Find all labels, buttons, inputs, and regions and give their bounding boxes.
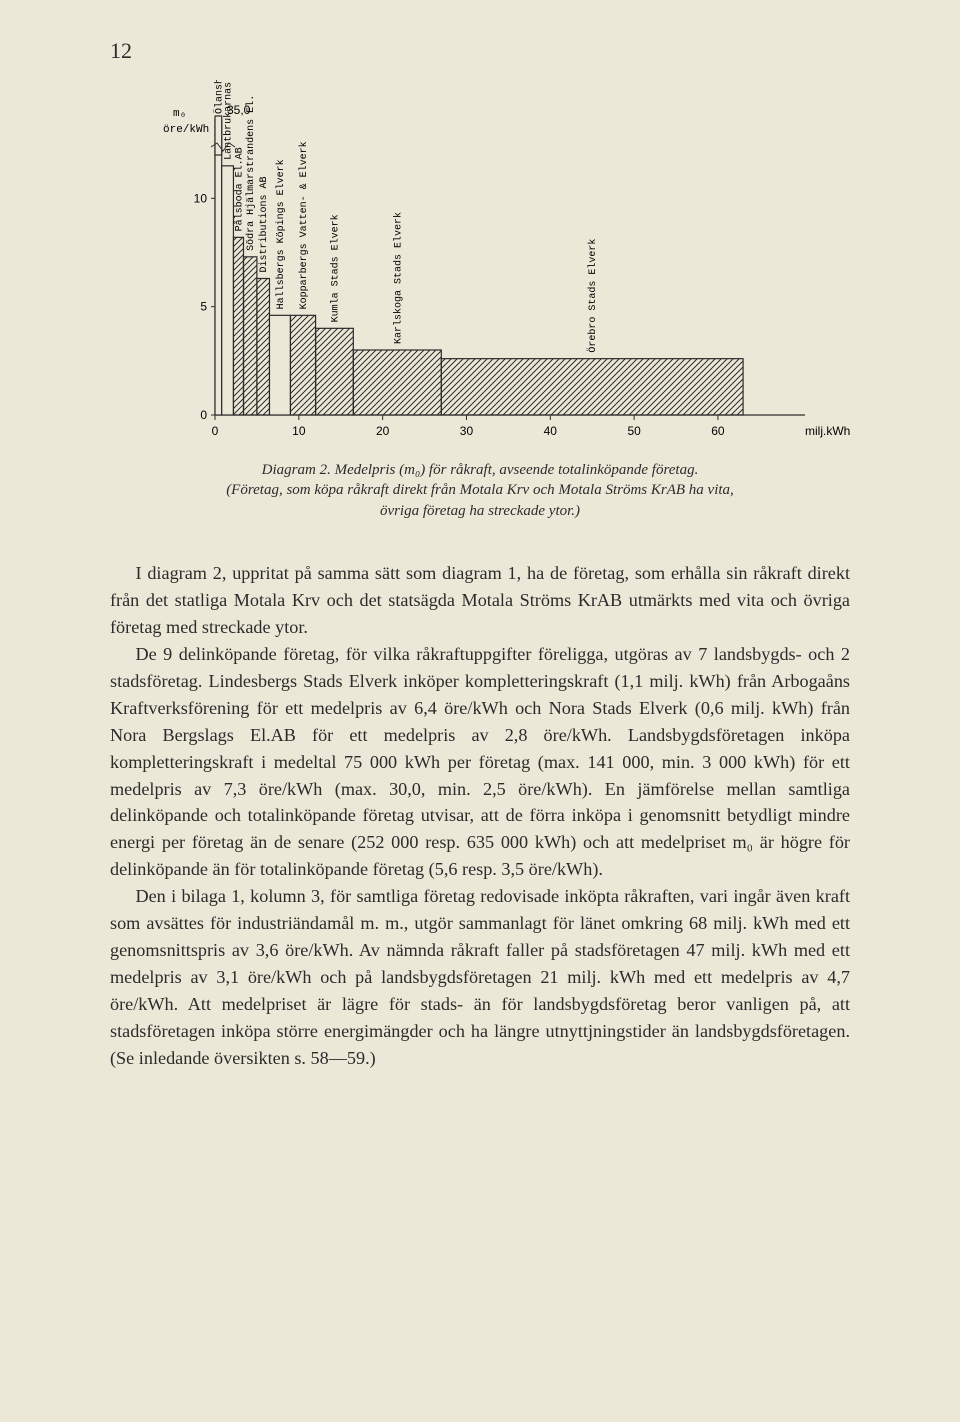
svg-text:Pålsboda El.AB: Pålsboda El.AB bbox=[232, 147, 245, 231]
svg-text:Kumla Stads Elverk: Kumla Stads Elverk bbox=[329, 214, 341, 322]
svg-text:milj.kWh: milj.kWh bbox=[805, 424, 850, 438]
svg-text:0: 0 bbox=[212, 424, 219, 438]
caption-line-2: (Företag, som köpa råkraft direkt från M… bbox=[110, 480, 850, 500]
svg-text:30: 30 bbox=[460, 424, 474, 438]
svg-text:20: 20 bbox=[376, 424, 390, 438]
svg-text:60: 60 bbox=[711, 424, 725, 438]
svg-text:Distributions AB: Distributions AB bbox=[258, 176, 270, 272]
svg-text:5: 5 bbox=[200, 300, 207, 314]
caption-line-3: övriga företag ha streckade ytor.) bbox=[110, 501, 850, 521]
paragraph-2: De 9 delinköpande företag, för vilka råk… bbox=[110, 641, 850, 883]
svg-text:m₀: m₀ bbox=[173, 108, 186, 120]
svg-text:Lantbrukarnas El.AB: Lantbrukarnas El.AB bbox=[223, 80, 235, 160]
body-text: I diagram 2, uppritat på samma sätt som … bbox=[110, 560, 850, 1072]
svg-text:Södra Hjälmarstrandens El.: Södra Hjälmarstrandens El. bbox=[245, 95, 257, 251]
svg-text:10: 10 bbox=[292, 424, 306, 438]
svg-text:Kopparbergs Vatten- & Elverk: Kopparbergs Vatten- & Elverk bbox=[298, 141, 310, 309]
chart-svg: 051035,0m₀öre/kWh0102030405060milj.kWhÖl… bbox=[160, 80, 850, 445]
svg-text:Karlskoga Stads Elverk: Karlskoga Stads Elverk bbox=[392, 212, 404, 344]
paragraph-3: Den i bilaga 1, kolumn 3, för samtliga f… bbox=[110, 883, 850, 1072]
page-number: 12 bbox=[110, 38, 132, 64]
svg-text:50: 50 bbox=[627, 424, 641, 438]
paragraph-1: I diagram 2, uppritat på samma sätt som … bbox=[110, 560, 850, 641]
diagram-2-chart: 051035,0m₀öre/kWh0102030405060milj.kWhÖl… bbox=[160, 80, 850, 445]
svg-text:40: 40 bbox=[544, 424, 558, 438]
caption-line-1: Diagram 2. Medelpris (m₀) för råkraft, a… bbox=[110, 460, 850, 480]
svg-text:Örebro Stads Elverk: Örebro Stads Elverk bbox=[586, 239, 599, 353]
svg-text:0: 0 bbox=[200, 408, 207, 422]
document-page: 12 051035,0m₀öre/kWh0102030405060milj.kW… bbox=[0, 0, 960, 1422]
svg-text:öre/kWh: öre/kWh bbox=[163, 124, 209, 136]
chart-caption: Diagram 2. Medelpris (m₀) för råkraft, a… bbox=[110, 460, 850, 521]
svg-text:10: 10 bbox=[194, 191, 208, 205]
svg-text:Hallsbergs Köpings Elverk: Hallsbergs Köpings Elverk bbox=[275, 159, 287, 309]
